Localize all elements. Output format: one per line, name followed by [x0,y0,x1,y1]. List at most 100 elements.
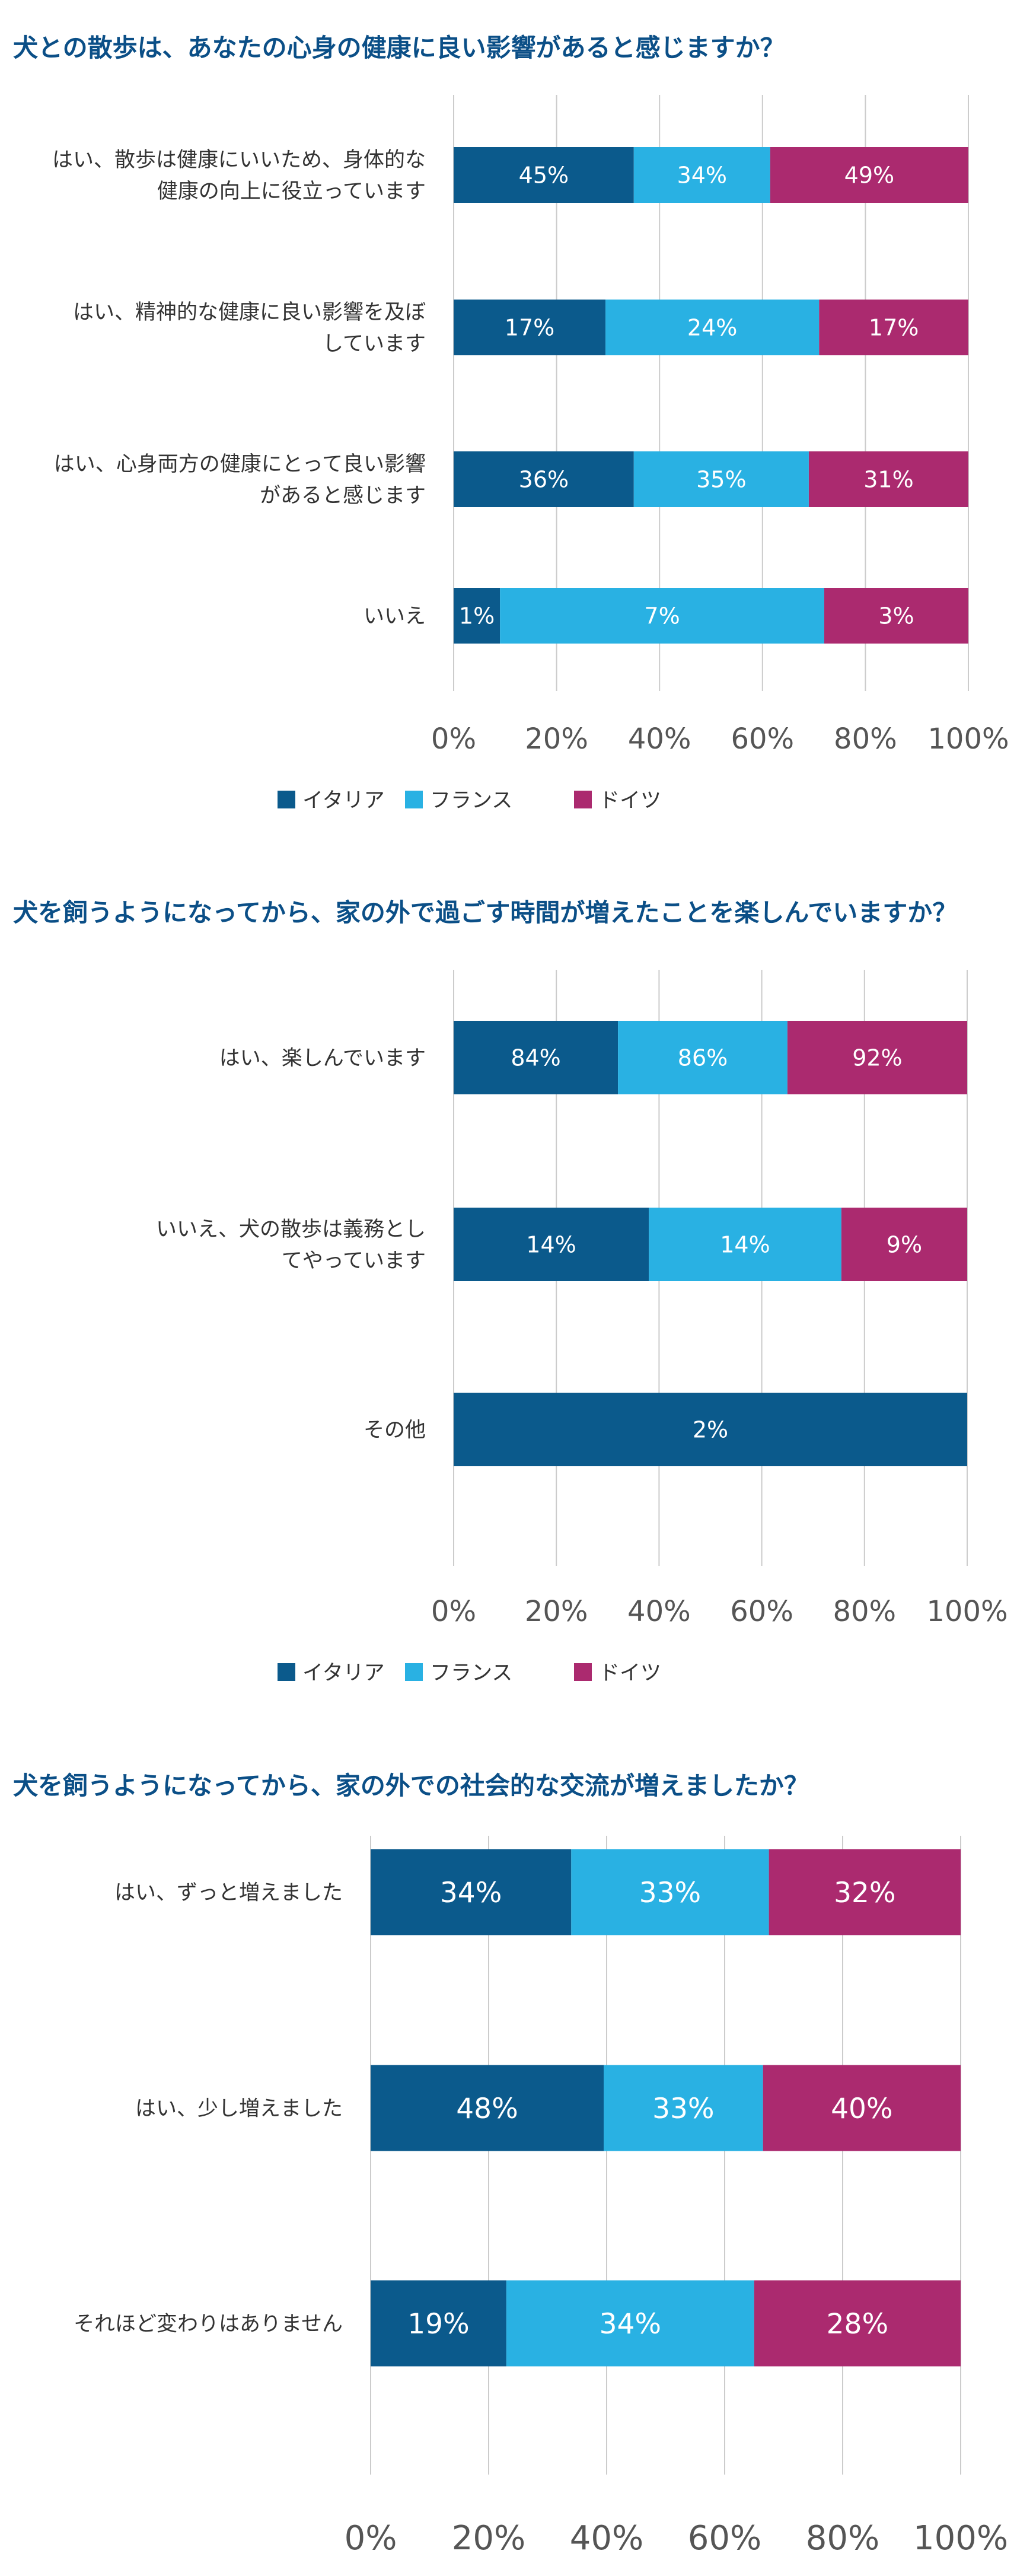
chart-3-x-tick-label: 0% [345,2519,397,2558]
chart-1-category-label: はい、精神的な健康に良い影響を及ぼ [73,301,426,324]
chart-1-legend-label: イタリア [302,789,385,813]
chart-1-data-label: 24% [687,315,737,341]
chart-2-x-tick-label: 80% [833,1595,896,1628]
chart-2-data-label: 9% [887,1232,922,1258]
chart-1-legend-swatch [278,791,295,808]
chart-3-x-tick-label: 80% [806,2519,879,2558]
chart-2-bar-segment [618,1021,787,1094]
chart-1-bar-segment [819,300,968,355]
chart-3-bar-segment [769,1849,961,1935]
chart-3-bar-segment [371,1849,572,1935]
chart-1-legend-swatch [574,791,592,808]
chart-2-legend-swatch [574,1663,592,1681]
chart-1-data-label: 1% [459,603,495,629]
chart-3-data-label: 40% [831,2093,892,2125]
chart-1-category-label: 健康の向上に役立っています [157,180,426,203]
chart-3-x-tick-label: 100% [913,2519,1008,2558]
chart-2-x-tick-label: 20% [525,1595,588,1628]
chart-3-category-label: それほど変わりはありません [74,2313,343,2336]
chart-1-bar-segment [454,588,500,644]
chart-1-x-tick-label: 80% [834,722,897,756]
chart-1-data-label: 31% [863,467,913,493]
chart-1-category-label: はい、心身両方の健康にとって良い影響 [54,453,426,476]
chart-2-x-tick-label: 0% [431,1595,476,1628]
chart-2-title: 犬を飼うようになってから、家の外で過ごす時間が増えたことを楽しんでいますか？ [13,898,957,927]
chart-1-legend-label: フランス [430,789,512,813]
chart-1-category-label: があると感じます [260,484,426,508]
chart-2-x-tick-label: 100% [926,1595,1008,1628]
chart-3-data-label: 33% [652,2093,714,2125]
chart-1-data-label: 36% [519,467,569,493]
chart-1-legend-swatch [405,791,423,808]
chart-2-category-label: いいえ、犬の散歩は義務とし [156,1218,426,1241]
chart-3-data-label: 19% [407,2308,469,2341]
chart-1-bar-segment [605,300,820,355]
chart-2-category-label: てやっています [282,1249,426,1273]
chart-1-data-label: 45% [519,163,569,189]
chart-2-bar-segment [454,1021,618,1094]
chart-2-bar-segment [454,1393,967,1466]
chart-2-bar-segment [454,1208,649,1281]
chart-3-bar-segment [506,2280,754,2367]
chart-3-bar-segment [604,2065,763,2151]
chart-2-data-label: 2% [693,1417,728,1443]
chart-2-data-label: 84% [511,1045,560,1071]
chart-1-category-label: しています [323,332,426,356]
chart-1-category-label: いいえ [364,605,426,629]
chart-3-bar-segment [371,2065,604,2151]
chart-3-data-label: 28% [827,2308,888,2341]
chart-1-x-tick-label: 20% [525,722,588,756]
chart-3-title: 犬を飼うようになってから、家の外での社会的な交流が増えましたか？ [13,1771,809,1800]
chart-1-x-tick-label: 40% [628,722,691,756]
chart-3-data-label: 33% [639,1877,701,1909]
chart-2-data-label: 14% [526,1232,576,1258]
chart-1-x-tick-label: 100% [927,722,1009,756]
chart-1-bar-segment [500,588,824,644]
chart-1-data-label: 17% [869,315,919,341]
chart-1-x-tick-label: 0% [431,722,476,756]
chart-3-bar-segment [763,2065,961,2151]
chart-1-data-label: 35% [696,467,746,493]
chart-1-legend-label: ドイツ [599,789,661,813]
chart-1-data-label: 3% [878,603,914,629]
chart-3-data-label: 34% [440,1877,502,1909]
chart-3-x-tick-label: 40% [570,2519,643,2558]
chart-1-data-label: 7% [644,603,680,629]
chart-1-bar-segment [808,451,968,507]
chart-1-title: 犬との散歩は、あなたの心身の健康に良い影響があると感じますか？ [13,33,785,62]
chart-3-category-label: はい、少し増えました [135,2097,343,2121]
chart-3-bar-segment [754,2280,961,2367]
chart-1-bar-segment [454,300,606,355]
chart-1-data-label: 34% [677,163,727,189]
chart-3-category-label: はい、ずっと増えました [114,1881,343,1905]
chart-3-bar-segment [371,2280,506,2367]
chart-2-x-tick-label: 40% [627,1595,691,1628]
chart-1-data-label: 49% [844,163,894,189]
chart-3-x-tick-label: 20% [452,2519,525,2558]
chart-2-data-label: 14% [720,1232,770,1258]
chart-1-category-label: はい、散歩は健康にいいため、身体的な [52,148,426,172]
chart-1-bar-segment [633,147,770,203]
chart-3-bar-segment [571,1849,769,1935]
chart-1-bar-segment [454,451,634,507]
chart-3-data-label: 32% [834,1877,895,1909]
chart-2-bar-segment [841,1208,967,1281]
chart-2-legend-swatch [405,1663,423,1681]
chart-2-x-tick-label: 60% [730,1595,793,1628]
chart-2-legend-label: フランス [430,1661,512,1685]
chart-2-legend-label: ドイツ [599,1661,661,1685]
chart-3-data-label: 34% [600,2308,661,2341]
chart-2-data-label: 92% [852,1045,902,1071]
chart-2-legend-swatch [278,1663,295,1681]
chart-2-bar-segment [649,1208,841,1281]
chart-2-data-label: 86% [678,1045,728,1071]
chart-2-category-label: はい、楽しんでいます [219,1047,426,1071]
chart-1-x-tick-label: 60% [731,722,794,756]
chart-1-bar-segment [633,451,809,507]
chart-1-bar-segment [770,147,968,203]
chart-2-bar-segment [787,1021,967,1094]
chart-1-data-label: 17% [505,315,554,341]
chart-3-data-label: 48% [456,2093,518,2125]
